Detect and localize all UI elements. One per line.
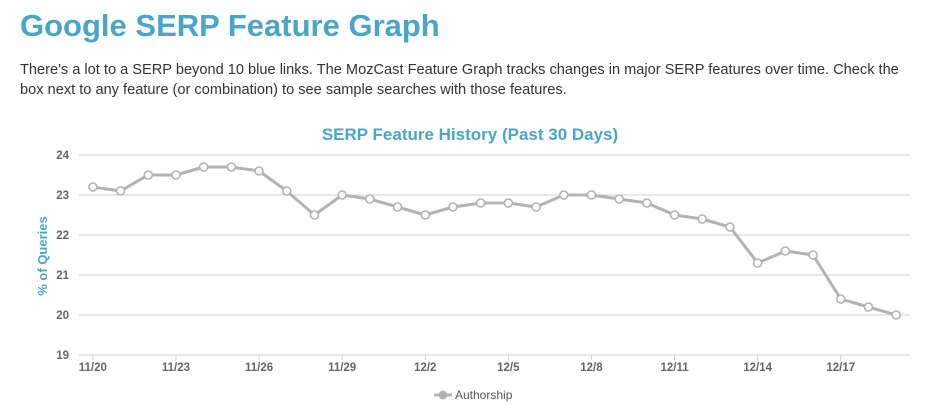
data-point-12-4 <box>475 198 486 208</box>
x-tick-label-12-8: 12/8 <box>580 362 603 374</box>
data-point-12-1 <box>392 202 403 212</box>
data-point-11-21 <box>115 186 126 196</box>
serp-feature-history-chart: SERP Feature History (Past 30 Days) % of… <box>35 125 910 402</box>
data-point-12-13 <box>725 222 735 232</box>
chart-title: SERP Feature History (Past 30 Days) <box>322 125 618 144</box>
y-tick-label-20: 20 <box>56 310 69 322</box>
x-tick-label-12-14: 12/14 <box>743 362 772 374</box>
data-point-12-18 <box>863 302 874 312</box>
data-point-12-19 <box>891 310 901 320</box>
data-point-12-11 <box>669 210 680 220</box>
data-point-11-22 <box>143 170 154 180</box>
data-point-11-26 <box>254 166 264 176</box>
data-point-12-2 <box>420 210 431 220</box>
data-point-12-15 <box>780 246 791 256</box>
y-axis-label: % of Queries <box>35 216 50 295</box>
page-title: Google SERP Feature Graph <box>20 8 440 43</box>
y-tick-label-24: 24 <box>56 150 69 162</box>
data-point-11-29 <box>337 190 347 200</box>
legend[interactable]: Authorship <box>434 388 513 402</box>
data-point-11-30 <box>365 194 375 204</box>
data-point-12-7 <box>558 190 569 200</box>
x-tick-label-12-11: 12/11 <box>660 362 689 374</box>
data-point-12-12 <box>697 214 708 224</box>
x-tick-label-11-26: 11/26 <box>245 362 273 374</box>
data-point-11-23 <box>171 170 181 180</box>
data-point-12-9 <box>614 194 624 204</box>
data-point-12-3 <box>448 202 458 212</box>
legend-marker <box>438 390 448 400</box>
data-point-12-6 <box>531 202 541 212</box>
y-tick-label-22: 22 <box>56 230 69 242</box>
y-tick-label-21: 21 <box>56 270 69 282</box>
x-tick-label-12-17: 12/17 <box>826 362 855 374</box>
series-line-authorship <box>92 165 897 317</box>
y-tick-label-23: 23 <box>56 190 69 202</box>
data-point-11-25 <box>226 162 237 172</box>
x-tick-label-11-20: 11/20 <box>79 362 107 374</box>
y-tick-label-19: 19 <box>56 350 69 362</box>
x-tick-label-11-23: 11/23 <box>162 362 190 374</box>
data-point-11-27 <box>281 186 292 196</box>
data-point-12-14 <box>752 258 763 268</box>
data-point-12-16 <box>808 250 818 260</box>
legend-label-authorship: Authorship <box>455 388 513 402</box>
x-tick-label-12-2: 12/2 <box>414 362 436 374</box>
x-tick-label-12-5: 12/5 <box>497 362 520 374</box>
data-point-12-10 <box>642 198 652 208</box>
data-point-11-20 <box>88 182 98 192</box>
data-point-11-24 <box>198 162 209 172</box>
data-point-12-17 <box>835 294 846 304</box>
x-tick-label-11-29: 11/29 <box>328 362 356 374</box>
data-point-12-5 <box>503 198 514 208</box>
data-point-11-28 <box>309 210 320 220</box>
data-point-12-8 <box>586 190 597 200</box>
intro-text: There's a lot to a SERP beyond 10 blue l… <box>20 62 899 98</box>
